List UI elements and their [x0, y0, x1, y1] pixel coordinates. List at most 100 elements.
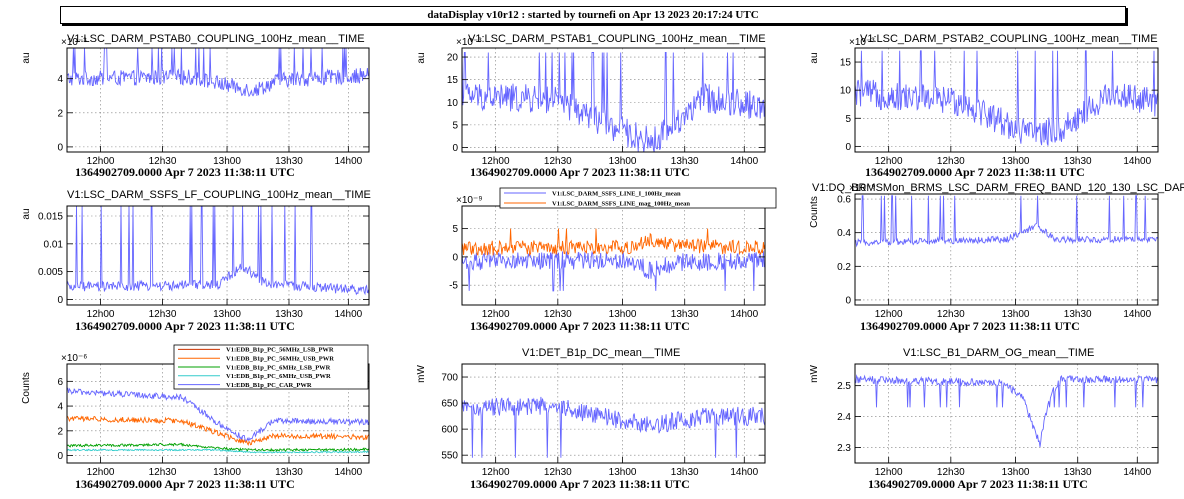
- x-tick-label: 12h30: [937, 156, 965, 167]
- x-tick-label: 12h30: [149, 467, 177, 478]
- chart-title: V1:DQ_BRMSMon_BRMS_LSC_DARM_FREQ_BAND_12…: [812, 182, 1184, 194]
- y-tick-label: -5: [449, 281, 458, 292]
- x-tick-label: 14h00: [1123, 156, 1151, 167]
- chart-panel: 0 5 10 15 20 12h00 12h30 13h00 13h30 14h00 ×10⁻³ au…: [416, 33, 766, 179]
- x-tick-label: 14h00: [730, 467, 758, 478]
- plot-frame: [854, 47, 1159, 153]
- y-tick-label: 0.4: [837, 228, 851, 239]
- y-tick-label: 0.6: [837, 195, 851, 206]
- grid-lines: [855, 194, 1158, 305]
- grid-lines: [67, 206, 369, 305]
- grid-lines: [67, 48, 369, 152]
- chart-panel: 550 600 650 700 12h00 12h30 13h00 13h30 14h00 mW V…: [416, 347, 766, 491]
- x-tick-label: 14h00: [334, 156, 362, 167]
- y-tick-label: 10: [447, 98, 459, 109]
- x-tick-label: 13h00: [609, 309, 637, 320]
- legend-entry: V1:LSC_DARM_SSFS_LINE_mag_100Hz_mean: [552, 200, 690, 207]
- y-tick-label: 0.015: [38, 212, 63, 223]
- y-axis-label: au: [809, 52, 820, 63]
- timestamp-footer: 1364902709.0000 Apr 7 2023 11:38:11 UTC: [860, 319, 1080, 333]
- y-tick-label: 2.4: [837, 412, 851, 423]
- plot-frame: [461, 205, 766, 306]
- x-tick-label: 14h00: [334, 467, 362, 478]
- timestamp-footer: 1364902709.0000 Apr 7 2023 11:38:11 UTC: [470, 165, 690, 179]
- plot-frame: [854, 193, 1159, 306]
- series-line: [67, 448, 369, 454]
- y-tick-label: 650: [441, 399, 458, 410]
- y-tick-label: 6: [57, 377, 63, 388]
- y-tick-label: 15: [840, 58, 852, 69]
- x-tick-label: 12h30: [149, 309, 177, 320]
- series-line: [855, 374, 1158, 448]
- grid-lines: [462, 206, 765, 305]
- chart-panel: 0 0.2 0.4 0.6 12h00 12h30 13h00 13h30 14h00 ×10⁻⁹…: [809, 182, 1184, 333]
- y-tick-label: 700: [441, 373, 458, 384]
- x-tick-label: 14h00: [730, 309, 758, 320]
- series-line: [67, 442, 369, 453]
- x-tick-label: 14h00: [334, 309, 362, 320]
- chart-panel: 0 2 4 12h00 12h30 13h00 13h30 14h00 ×10⁻³ au V1:LS…: [21, 33, 370, 179]
- chart-panel: -5 0 5 12h00 12h30 13h00 13h30 14h00 ×10⁻⁹ 136490…: [449, 187, 777, 333]
- x-tick-label: 12h00: [482, 156, 510, 167]
- x-tick-label: 13h00: [213, 309, 241, 320]
- chart-title: V1:LSC_DARM_SSFS_LF_COUPLING_100Hz_mean_…: [67, 189, 371, 201]
- x-tick-label: 12h00: [87, 156, 115, 167]
- y-axis-label: au: [21, 52, 32, 63]
- x-tick-label: 12h00: [875, 309, 903, 320]
- axis-multiplier: ×10⁻⁶: [61, 353, 87, 364]
- x-tick-label: 13h00: [1002, 309, 1030, 320]
- y-tick-label: 0: [57, 295, 63, 306]
- y-tick-label: 5: [845, 114, 851, 125]
- y-tick-label: 4: [57, 74, 63, 85]
- x-tick-label: 13h30: [275, 309, 303, 320]
- series-line: [855, 50, 1158, 146]
- x-tick-label: 13h30: [1064, 156, 1092, 167]
- x-tick-label: 12h00: [875, 156, 903, 167]
- x-tick-label: 12h30: [937, 309, 965, 320]
- y-tick-label: 5: [452, 224, 458, 235]
- timestamp-footer: 1364902709.0000 Apr 7 2023 11:38:11 UTC: [75, 477, 295, 491]
- y-axis-label: au: [21, 208, 32, 219]
- window-title: dataDisplay v10r12 : started by tournefi…: [60, 6, 1126, 24]
- legend: V1:EDB_B1p_PC_56MHz_LSB_PWR V1:EDB_B1p_PC…: [173, 344, 369, 390]
- y-tick-label: 15: [447, 75, 459, 86]
- x-tick-label: 13h30: [275, 467, 303, 478]
- y-tick-label: 0: [845, 295, 851, 306]
- chart-panel: 0 2 4 6 12h00 12h30 13h00 13h30 14h00 ×10⁻⁶ Counts…: [21, 344, 370, 491]
- series-line: [462, 52, 765, 152]
- x-tick-label: 13h30: [275, 156, 303, 167]
- y-tick-label: 2.5: [837, 381, 851, 392]
- chart-title: V1:LSC_DARM_PSTAB1_COUPLING_100Hz_mean__…: [468, 33, 766, 45]
- y-tick-label: 0.005: [38, 267, 63, 278]
- chart-panel: 0 5 10 15 12h00 12h30 13h00 13h30 14h00 ×10⁻³ au V1…: [809, 33, 1159, 179]
- legend-entry: V1:EDB_B1p_PC_56MHz_LSB_PWR: [226, 347, 334, 354]
- y-tick-label: 5: [452, 120, 458, 131]
- plot-frame: [461, 47, 766, 153]
- x-tick-label: 13h00: [213, 156, 241, 167]
- chart-panel: 0 0.005 0.01 0.015 12h00 12h30 13h00 13h30 14h00…: [21, 189, 371, 333]
- timestamp-footer: 1364902709.0000 Apr 7 2023 11:38:11 UTC: [868, 477, 1088, 491]
- x-tick-label: 13h30: [671, 467, 699, 478]
- timestamp-footer: 1364902709.0000 Apr 7 2023 11:38:11 UTC: [470, 319, 690, 333]
- chart-title: V1:DET_B1p_DC_mean__TIME: [522, 347, 680, 359]
- y-tick-label: 2.3: [837, 443, 851, 454]
- legend-entry: V1:EDB_B1p_PC_56MHz_USB_PWR: [226, 356, 334, 363]
- x-tick-label: 12h30: [937, 467, 965, 478]
- series-line: [462, 250, 765, 292]
- series-line: [855, 195, 1158, 248]
- x-tick-label: 12h00: [482, 467, 510, 478]
- y-tick-label: 0: [452, 252, 458, 263]
- series-line: [67, 387, 369, 443]
- timestamp-footer: 1364902709.0000 Apr 7 2023 11:38:11 UTC: [75, 165, 295, 179]
- axis-multiplier: ×10⁻³: [61, 37, 87, 48]
- series-line: [67, 206, 369, 296]
- grid-lines: [855, 48, 1158, 152]
- x-tick-label: 13h00: [1002, 156, 1030, 167]
- x-tick-label: 13h30: [671, 309, 699, 320]
- x-tick-label: 14h00: [1123, 467, 1151, 478]
- legend-box: [499, 187, 777, 209]
- chart-panel: 2.3 2.4 2.5 12h00 12h30 13h00 13h30 14h00 mW V1:L…: [809, 347, 1159, 491]
- legend-entry: V1:EDB_B1p_PC_6MHz_LSB_PWR: [226, 364, 331, 371]
- x-tick-label: 12h00: [87, 467, 115, 478]
- axis-multiplier: ×10⁻⁹: [849, 183, 876, 194]
